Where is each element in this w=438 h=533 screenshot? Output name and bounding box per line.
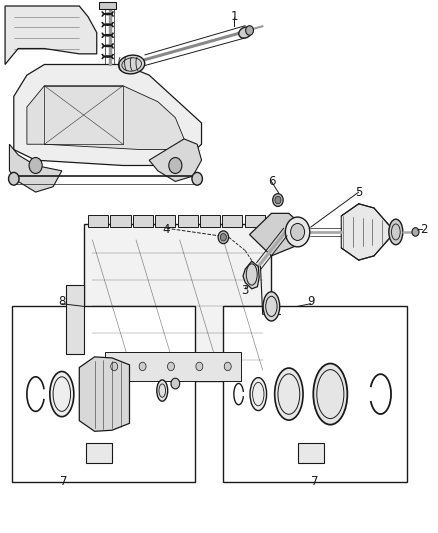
Circle shape <box>169 158 182 173</box>
Circle shape <box>290 223 304 240</box>
Circle shape <box>246 26 254 35</box>
Circle shape <box>111 362 118 370</box>
Circle shape <box>192 172 202 185</box>
Circle shape <box>9 172 19 185</box>
Polygon shape <box>27 86 184 150</box>
Bar <box>200 215 220 227</box>
Circle shape <box>29 158 42 173</box>
Ellipse shape <box>275 368 303 420</box>
Bar <box>245 215 265 227</box>
Bar <box>133 215 153 227</box>
Polygon shape <box>243 261 259 289</box>
Text: 6: 6 <box>268 175 275 188</box>
Circle shape <box>220 233 226 241</box>
Ellipse shape <box>50 372 74 417</box>
Ellipse shape <box>389 219 403 245</box>
Bar <box>84 224 272 381</box>
Polygon shape <box>14 64 201 165</box>
Bar <box>177 215 198 227</box>
Circle shape <box>412 228 419 236</box>
Polygon shape <box>79 357 130 431</box>
Bar <box>297 443 324 463</box>
Circle shape <box>286 217 310 247</box>
Circle shape <box>224 362 231 370</box>
Ellipse shape <box>313 364 347 425</box>
Bar <box>155 215 175 227</box>
Text: 1: 1 <box>230 10 238 23</box>
Bar <box>223 306 407 482</box>
Polygon shape <box>5 6 97 64</box>
Text: 2: 2 <box>420 223 428 236</box>
Polygon shape <box>250 213 306 256</box>
Polygon shape <box>149 139 201 181</box>
Circle shape <box>139 362 146 370</box>
Circle shape <box>218 231 229 244</box>
Polygon shape <box>341 204 394 260</box>
Ellipse shape <box>157 380 168 401</box>
Text: 5: 5 <box>355 185 362 199</box>
Text: 3: 3 <box>241 284 249 297</box>
Circle shape <box>171 378 180 389</box>
Polygon shape <box>10 144 62 192</box>
Bar <box>86 443 112 463</box>
Text: 8: 8 <box>58 295 66 308</box>
Ellipse shape <box>263 292 280 321</box>
Polygon shape <box>66 285 84 354</box>
Circle shape <box>273 193 283 206</box>
Circle shape <box>275 196 281 204</box>
Ellipse shape <box>239 27 251 38</box>
Bar <box>110 215 131 227</box>
Text: 7: 7 <box>311 475 319 488</box>
Bar <box>222 215 243 227</box>
Ellipse shape <box>250 377 267 410</box>
Text: 9: 9 <box>307 295 314 308</box>
Bar <box>99 2 117 9</box>
Text: 7: 7 <box>60 475 68 488</box>
Ellipse shape <box>119 55 145 74</box>
Bar <box>106 352 241 381</box>
Bar <box>12 306 195 482</box>
Circle shape <box>196 362 203 370</box>
Text: 4: 4 <box>163 223 170 236</box>
Bar <box>88 215 108 227</box>
Circle shape <box>167 362 174 370</box>
